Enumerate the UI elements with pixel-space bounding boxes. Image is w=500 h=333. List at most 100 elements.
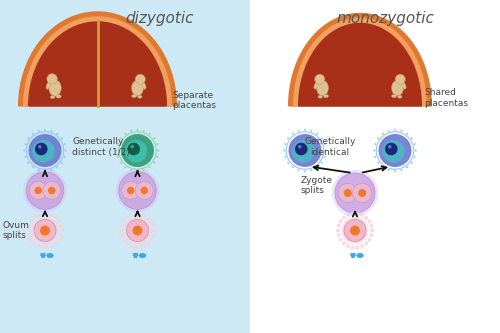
Circle shape — [32, 241, 36, 245]
Circle shape — [414, 150, 417, 152]
Circle shape — [346, 213, 350, 217]
Polygon shape — [299, 24, 422, 106]
Circle shape — [336, 224, 340, 228]
Circle shape — [332, 170, 378, 216]
Ellipse shape — [50, 96, 55, 99]
Circle shape — [400, 169, 402, 171]
Circle shape — [26, 172, 64, 209]
Ellipse shape — [132, 80, 143, 96]
Text: dizygotic: dizygotic — [126, 11, 194, 26]
Circle shape — [31, 217, 59, 244]
Circle shape — [370, 224, 374, 228]
Circle shape — [342, 216, 346, 219]
Circle shape — [38, 169, 40, 171]
Circle shape — [370, 233, 374, 237]
Text: Genetically
distinct (1/2): Genetically distinct (1/2) — [72, 137, 130, 157]
Circle shape — [116, 150, 118, 152]
Circle shape — [135, 74, 145, 84]
Circle shape — [28, 219, 32, 223]
Circle shape — [382, 133, 384, 135]
Circle shape — [350, 245, 354, 249]
Ellipse shape — [318, 95, 322, 98]
Circle shape — [56, 133, 58, 135]
Circle shape — [360, 213, 364, 217]
Circle shape — [128, 213, 132, 217]
Circle shape — [344, 219, 366, 241]
Circle shape — [24, 143, 26, 145]
Circle shape — [140, 187, 148, 194]
Circle shape — [298, 145, 302, 149]
Circle shape — [316, 166, 318, 168]
Polygon shape — [24, 17, 171, 106]
Circle shape — [133, 245, 137, 249]
Ellipse shape — [46, 253, 54, 258]
Circle shape — [60, 162, 63, 164]
Circle shape — [388, 130, 390, 132]
Circle shape — [28, 238, 32, 242]
Circle shape — [36, 213, 40, 217]
Circle shape — [350, 212, 354, 215]
Circle shape — [44, 129, 46, 131]
Circle shape — [32, 133, 34, 135]
Circle shape — [385, 143, 398, 155]
Circle shape — [410, 162, 413, 164]
Circle shape — [283, 150, 286, 152]
Circle shape — [298, 130, 300, 132]
Circle shape — [152, 224, 156, 228]
Ellipse shape — [46, 82, 50, 89]
Circle shape — [360, 244, 364, 248]
Ellipse shape — [56, 95, 61, 98]
Circle shape — [148, 133, 150, 135]
Circle shape — [138, 212, 142, 215]
Circle shape — [130, 145, 134, 149]
Circle shape — [156, 143, 158, 145]
Circle shape — [29, 181, 47, 199]
Circle shape — [128, 143, 140, 155]
Circle shape — [146, 216, 150, 219]
Circle shape — [38, 130, 40, 132]
Circle shape — [153, 137, 156, 140]
Circle shape — [346, 244, 350, 248]
Circle shape — [26, 233, 30, 237]
Circle shape — [64, 156, 66, 158]
Circle shape — [350, 225, 360, 235]
Text: Ovum
splits: Ovum splits — [2, 221, 30, 240]
Ellipse shape — [139, 253, 146, 258]
Ellipse shape — [314, 82, 318, 89]
Circle shape — [50, 213, 54, 217]
Circle shape — [32, 140, 55, 163]
Circle shape — [44, 170, 46, 172]
Circle shape — [364, 216, 368, 219]
Polygon shape — [28, 22, 166, 106]
Circle shape — [60, 137, 63, 140]
Circle shape — [395, 74, 406, 84]
Ellipse shape — [324, 95, 328, 98]
Circle shape — [150, 238, 154, 242]
Circle shape — [138, 245, 142, 249]
Circle shape — [292, 166, 294, 168]
Circle shape — [414, 143, 416, 145]
Circle shape — [287, 162, 290, 164]
Circle shape — [364, 241, 368, 245]
Circle shape — [338, 183, 357, 202]
Circle shape — [410, 137, 413, 140]
Text: Genetically
identical: Genetically identical — [304, 137, 356, 157]
Circle shape — [27, 137, 30, 140]
Circle shape — [152, 233, 156, 237]
Circle shape — [120, 137, 122, 140]
Circle shape — [24, 156, 26, 158]
Circle shape — [48, 187, 56, 194]
Circle shape — [32, 166, 34, 168]
Circle shape — [150, 219, 154, 223]
Circle shape — [60, 233, 64, 237]
Circle shape — [310, 169, 312, 171]
Ellipse shape — [392, 95, 396, 98]
Polygon shape — [294, 19, 426, 106]
Circle shape — [26, 224, 30, 228]
Circle shape — [324, 150, 327, 152]
Circle shape — [394, 170, 396, 172]
Circle shape — [304, 129, 306, 131]
Circle shape — [135, 181, 153, 199]
Circle shape — [400, 130, 402, 132]
Circle shape — [388, 145, 392, 149]
